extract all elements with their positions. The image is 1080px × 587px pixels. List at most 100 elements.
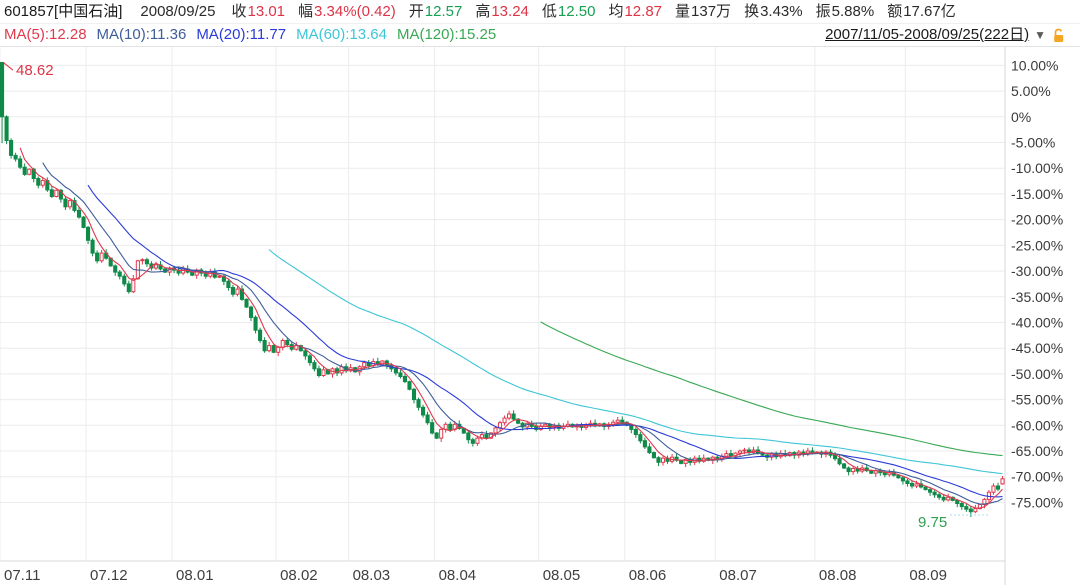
candle-body <box>511 413 516 420</box>
candle-body <box>49 189 54 198</box>
field-amplitude: 幅3.34%(0.42) <box>298 0 396 23</box>
candle <box>946 493 951 502</box>
grid-layer <box>0 47 1006 585</box>
candle-body <box>647 446 652 454</box>
candle-body <box>81 216 86 228</box>
candle-body <box>448 423 453 430</box>
unlock-icon[interactable] <box>1052 28 1066 43</box>
kline-chart-canvas[interactable]: 10.00% 5.00% 0% -5.00% -10.00% -15.00% -20.00%… <box>0 47 1080 587</box>
candle <box>964 503 969 512</box>
candle <box>430 419 435 435</box>
candle <box>348 364 353 373</box>
candle-body <box>660 457 666 463</box>
candle <box>239 285 245 301</box>
field-turnover-value: 3.43% <box>760 3 803 20</box>
candle <box>909 480 915 489</box>
candle-body <box>285 340 290 346</box>
candle-body <box>869 470 874 474</box>
candle-body <box>402 376 408 383</box>
candle-body <box>742 449 747 452</box>
date-range-link[interactable]: 2007/11/05-2008/09/25(222日) <box>825 26 1030 43</box>
candle-body <box>267 345 272 352</box>
candle <box>746 447 752 456</box>
candle <box>973 504 978 514</box>
field-high-value: 13.24 <box>491 3 529 20</box>
chevron-down-icon[interactable]: ▼ <box>1034 28 1046 42</box>
x-axis-label: 08.07 <box>719 567 757 584</box>
candle-body <box>411 388 417 401</box>
x-axis-label: 07.12 <box>90 567 128 584</box>
candle <box>131 275 136 294</box>
candle <box>253 315 258 334</box>
x-axis-label: 08.08 <box>819 567 857 584</box>
y-axis-label: -40.00% <box>1011 315 1063 331</box>
y-axis-label: -25.00% <box>1011 237 1063 253</box>
candle-body <box>959 503 964 508</box>
candle <box>398 369 403 379</box>
candle <box>4 115 9 145</box>
candle <box>778 450 783 459</box>
candle <box>842 463 847 469</box>
kline-chart-svg: 10.00% 5.00% 0% -5.00% -10.00% -15.00% -20.00%… <box>0 47 1063 585</box>
candle <box>27 168 32 176</box>
candle <box>144 257 149 267</box>
candle-body <box>18 158 23 168</box>
candle-body <box>230 287 235 295</box>
candle-body <box>122 275 127 285</box>
candle <box>855 465 860 474</box>
field-volume-label: 量 <box>675 3 691 20</box>
candle-body <box>271 345 276 353</box>
candle-body <box>466 432 471 441</box>
candle <box>411 387 417 404</box>
y-axis-label: 10.00% <box>1011 57 1058 73</box>
candle-body <box>258 329 263 342</box>
field-high: 高13.24 <box>475 0 529 23</box>
quote-date: 2008/09/25 <box>140 3 216 20</box>
candle <box>923 486 928 491</box>
y-axis-label: -20.00% <box>1011 212 1063 228</box>
candle <box>36 176 41 189</box>
candle-body <box>131 278 136 293</box>
candle <box>995 482 1001 492</box>
candle-body <box>932 491 937 496</box>
field-average-label: 均 <box>608 3 624 20</box>
high-annotation: 48.62 <box>2 61 54 79</box>
candle-body <box>629 424 634 430</box>
candle-body <box>303 350 308 357</box>
candle-body <box>407 381 412 390</box>
candle <box>543 423 548 428</box>
candle-body <box>239 288 245 300</box>
candle-body <box>153 264 159 269</box>
candle-body <box>497 422 503 429</box>
candle <box>63 197 68 210</box>
y-axis-label: -15.00% <box>1011 186 1063 202</box>
candle-body <box>76 209 82 218</box>
candle-body <box>651 452 656 459</box>
candle-body <box>217 275 222 278</box>
x-axis-label: 08.03 <box>353 567 391 584</box>
candle-body <box>190 271 195 276</box>
candle <box>81 216 86 229</box>
candle <box>72 197 77 213</box>
candle <box>235 285 240 297</box>
candle-body <box>642 440 647 448</box>
candle-body <box>398 372 403 377</box>
field-open-value: 12.57 <box>424 3 463 20</box>
candle-body <box>832 454 838 460</box>
candle <box>647 443 652 455</box>
candle <box>0 62 5 144</box>
field-close-label: 收 <box>231 3 247 20</box>
candle <box>633 427 638 438</box>
field-amount: 额17.67亿 <box>887 0 956 23</box>
ma5-legend: MA(5):12.28 <box>4 26 87 43</box>
candle-body <box>140 259 145 262</box>
candle-body <box>226 280 231 289</box>
candle <box>40 177 45 188</box>
candle <box>937 492 942 500</box>
field-open-label: 开 <box>408 3 424 20</box>
field-close: 收13.01 <box>231 0 285 23</box>
y-axis-label: -50.00% <box>1011 366 1063 382</box>
ma20-legend: MA(20):11.77 <box>196 26 287 43</box>
candle <box>76 206 82 219</box>
y-axis-label: -35.00% <box>1011 289 1063 305</box>
